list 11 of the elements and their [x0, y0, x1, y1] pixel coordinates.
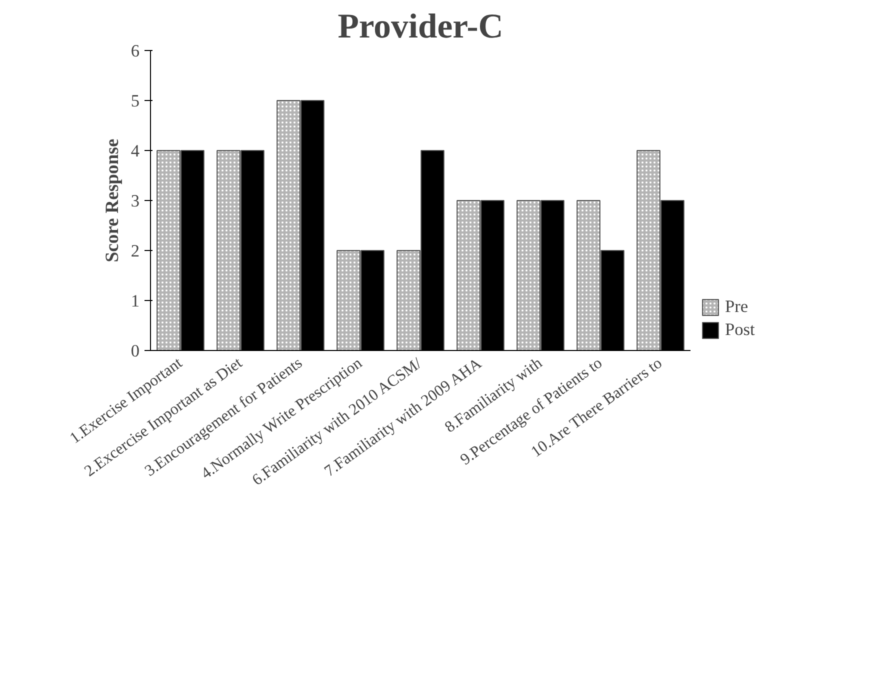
y-tick-label: 1: [130, 292, 140, 310]
y-tick-label: 5: [130, 92, 140, 110]
legend-label: Post: [725, 320, 755, 340]
y-tick-label: 2: [130, 242, 140, 260]
legend-label: Pre: [725, 297, 748, 317]
y-tick-label: 6: [130, 42, 140, 60]
y-tick-label: 3: [130, 192, 140, 210]
y-axis-title: Score Response: [102, 138, 123, 262]
chart-title: Provider-C: [338, 8, 504, 46]
y-tick-label: 4: [130, 142, 140, 160]
y-tick-label: 0: [130, 342, 140, 360]
